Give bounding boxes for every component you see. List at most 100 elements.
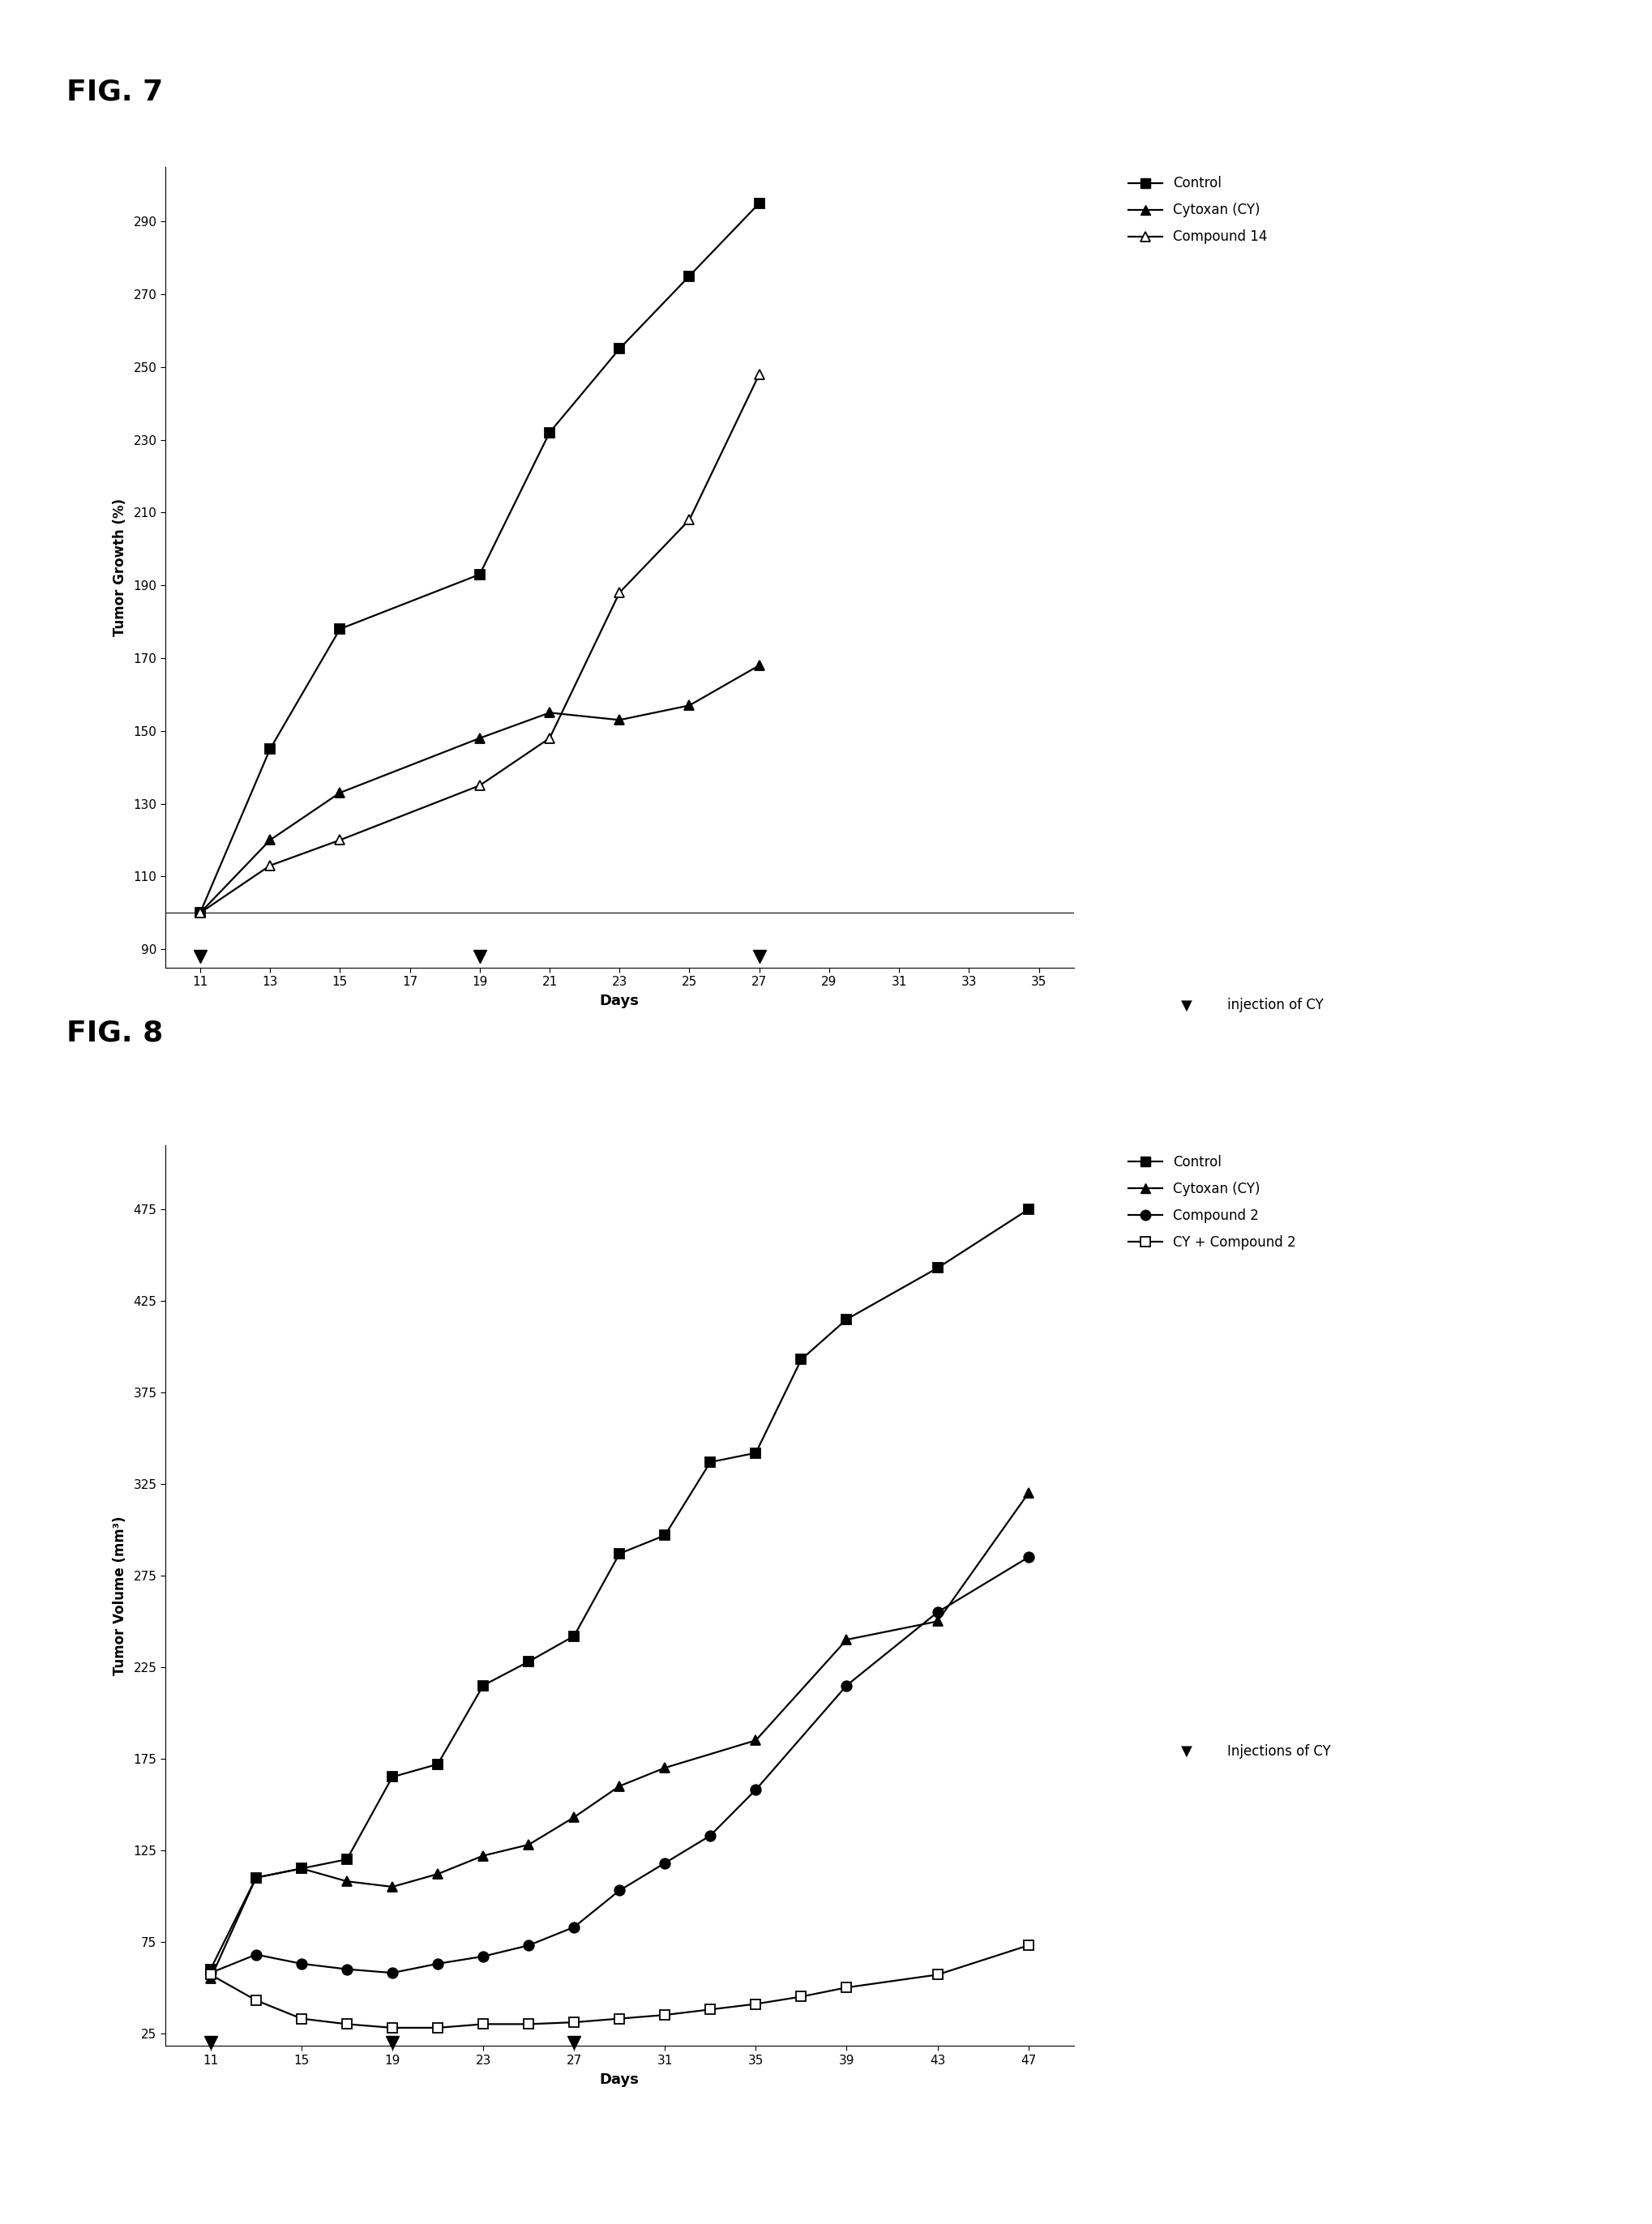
Control: [610, 336, 629, 363]
Control: [610, 1541, 629, 1568]
Text: FIG. 7: FIG. 7: [66, 78, 164, 107]
Cytoxan (CY): [519, 1830, 539, 1857]
Cytoxan (CY): [747, 1728, 767, 1755]
Compound 14: [610, 578, 629, 605]
Cytoxan (CY): [202, 1966, 221, 1993]
Compound 14: [750, 360, 770, 387]
Line: Cytoxan (CY): Cytoxan (CY): [205, 1488, 1034, 1984]
CY + Compound 2: [838, 1975, 857, 2002]
Cytoxan (CY): [337, 1868, 357, 1895]
Control: [469, 560, 489, 587]
Compound 14: [469, 772, 489, 798]
X-axis label: Days: Days: [600, 994, 639, 1007]
CY + Compound 2: [202, 1962, 221, 1988]
Control: [428, 1750, 448, 1777]
Cytoxan (CY): [469, 725, 489, 752]
Control: [679, 262, 699, 289]
Cytoxan (CY): [330, 778, 350, 805]
Compound 2: [563, 1913, 585, 1939]
CY + Compound 2: [292, 2006, 312, 2033]
Line: Control: Control: [195, 198, 765, 919]
Cytoxan (CY): [654, 1755, 676, 1781]
CY + Compound 2: [474, 2010, 494, 2037]
Line: CY + Compound 2: CY + Compound 2: [205, 1939, 1034, 2033]
Control: [474, 1672, 494, 1699]
Control: [292, 1855, 312, 1882]
Cytoxan (CY): [246, 1864, 266, 1890]
Cytoxan (CY): [474, 1841, 494, 1868]
Compound 2: [337, 1955, 357, 1982]
Compound 14: [330, 827, 350, 854]
Cytoxan (CY): [428, 1861, 448, 1888]
CY + Compound 2: [519, 2010, 539, 2037]
CY + Compound 2: [747, 1990, 767, 2017]
Control: [700, 1448, 720, 1475]
Compound 2: [928, 1599, 948, 1626]
Compound 2: [700, 1821, 720, 1848]
Compound 2: [1018, 1543, 1039, 1570]
Cytoxan (CY): [838, 1626, 857, 1652]
Text: Injections of CY: Injections of CY: [1227, 1744, 1332, 1759]
Cytoxan (CY): [292, 1855, 312, 1882]
Line: Control: Control: [205, 1205, 1034, 1975]
Cytoxan (CY): [928, 1608, 948, 1635]
Y-axis label: Tumor Volume (mm³): Tumor Volume (mm³): [112, 1517, 127, 1675]
Line: Compound 2: Compound 2: [205, 1552, 1034, 1977]
Control: [519, 1648, 539, 1675]
Control: [337, 1846, 357, 1873]
CY + Compound 2: [428, 2015, 448, 2042]
Text: ▼: ▼: [1181, 1744, 1193, 1759]
CY + Compound 2: [337, 2010, 357, 2037]
Compound 2: [519, 1933, 539, 1959]
Text: FIG. 8: FIG. 8: [66, 1019, 164, 1048]
Control: [202, 1955, 221, 1982]
Legend: Control, Cytoxan (CY), Compound 14: Control, Cytoxan (CY), Compound 14: [1127, 173, 1270, 247]
Compound 14: [190, 898, 210, 925]
Compound 2: [202, 1959, 221, 1986]
CY + Compound 2: [928, 1962, 948, 1988]
CY + Compound 2: [791, 1984, 811, 2010]
Control: [838, 1305, 857, 1332]
CY + Compound 2: [1018, 1933, 1039, 1959]
Y-axis label: Tumor Growth (%): Tumor Growth (%): [112, 498, 127, 636]
Cytoxan (CY): [563, 1804, 585, 1830]
Control: [747, 1439, 767, 1466]
Compound 2: [474, 1944, 494, 1970]
CY + Compound 2: [610, 2006, 629, 2033]
CY + Compound 2: [654, 2002, 676, 2028]
CY + Compound 2: [383, 2015, 403, 2042]
Legend: Control, Cytoxan (CY), Compound 2, CY + Compound 2: Control, Cytoxan (CY), Compound 2, CY + …: [1127, 1152, 1298, 1252]
Control: [190, 898, 210, 925]
CY + Compound 2: [700, 1997, 720, 2024]
Cytoxan (CY): [610, 707, 629, 734]
Compound 2: [246, 1942, 266, 1968]
Control: [259, 736, 279, 763]
Compound 2: [654, 1850, 676, 1877]
Control: [654, 1521, 676, 1548]
Cytoxan (CY): [190, 898, 210, 925]
Cytoxan (CY): [259, 827, 279, 854]
Cytoxan (CY): [540, 698, 560, 725]
Control: [750, 189, 770, 216]
Cytoxan (CY): [383, 1873, 403, 1899]
Compound 14: [540, 725, 560, 752]
Cytoxan (CY): [750, 652, 770, 678]
Line: Compound 14: Compound 14: [195, 369, 765, 919]
Compound 2: [610, 1877, 629, 1904]
Cytoxan (CY): [1018, 1479, 1039, 1506]
Control: [928, 1254, 948, 1281]
Compound 2: [838, 1672, 857, 1699]
Text: ▼: ▼: [1181, 999, 1193, 1012]
CY + Compound 2: [563, 2008, 585, 2035]
Line: Cytoxan (CY): Cytoxan (CY): [195, 661, 765, 919]
Compound 2: [428, 1950, 448, 1977]
CY + Compound 2: [246, 1986, 266, 2013]
Compound 14: [679, 507, 699, 534]
Compound 2: [383, 1959, 403, 1986]
Control: [330, 616, 350, 643]
Control: [540, 418, 560, 445]
Control: [246, 1864, 266, 1890]
Cytoxan (CY): [610, 1773, 629, 1799]
Control: [383, 1764, 403, 1790]
Compound 2: [747, 1777, 767, 1804]
